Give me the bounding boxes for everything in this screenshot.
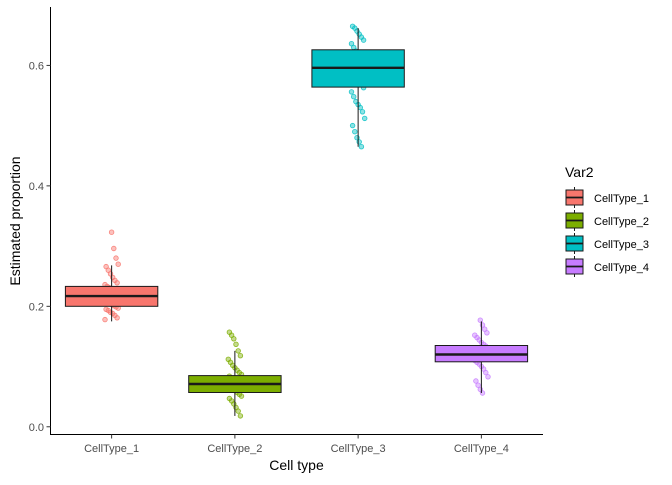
data-point xyxy=(352,128,358,135)
legend-key-CellType_4 xyxy=(565,256,584,277)
legend-title: Var2 xyxy=(565,164,594,180)
data-point xyxy=(477,317,483,323)
data-point xyxy=(237,413,244,419)
data-point xyxy=(348,41,355,47)
legend-label: CellType_4 xyxy=(594,262,649,274)
data-point xyxy=(358,143,365,150)
data-point xyxy=(226,395,233,402)
x-tick-label: CellType_4 xyxy=(454,443,509,455)
y-tick-label: 0.6 xyxy=(29,60,44,72)
data-point xyxy=(115,261,121,267)
x-ticks-layer: CellType_1 CellType_2 CellType_3 CellType_4 xyxy=(84,434,509,455)
y-ticks-layer: 0.0 0.2 0.4 0.6 xyxy=(29,60,51,434)
legend-key-CellType_3 xyxy=(565,233,584,254)
jitter-points-layer xyxy=(102,23,491,419)
data-point xyxy=(353,98,359,105)
data-point xyxy=(111,245,117,252)
data-point xyxy=(472,332,478,338)
legend: Var2 CellType_1 CellType_2 CellType_3 CellT… xyxy=(565,164,649,277)
axes-layer xyxy=(50,7,543,435)
data-point xyxy=(226,329,233,335)
legend-label: CellType_3 xyxy=(594,239,649,251)
data-point xyxy=(103,306,109,312)
data-point xyxy=(113,255,119,261)
boxes-layer xyxy=(64,28,529,416)
x-axis-title: Cell type xyxy=(269,457,324,473)
data-point xyxy=(485,374,491,380)
legend-label: CellType_1 xyxy=(594,193,649,205)
y-axis-title: Estimated proportion xyxy=(7,156,23,285)
data-point xyxy=(362,115,368,122)
data-point xyxy=(102,316,108,323)
data-point xyxy=(349,23,356,29)
data-point xyxy=(237,353,244,359)
y-tick-label: 0.4 xyxy=(29,181,44,193)
data-point xyxy=(235,348,241,354)
x-tick-label: CellType_3 xyxy=(331,443,386,455)
data-point xyxy=(475,382,481,388)
data-point xyxy=(108,229,115,235)
legend-key-CellType_2 xyxy=(565,210,584,231)
data-point xyxy=(103,263,109,270)
data-point xyxy=(225,356,231,362)
data-point xyxy=(473,378,479,384)
legend-label: CellType_2 xyxy=(594,216,649,228)
data-point xyxy=(233,341,239,347)
y-tick-label: 0.0 xyxy=(29,422,44,434)
legend-key-CellType_1 xyxy=(565,187,584,208)
data-point xyxy=(348,89,355,95)
y-tick-label: 0.2 xyxy=(29,301,44,313)
data-point xyxy=(359,109,366,115)
x-tick-label: CellType_2 xyxy=(207,443,262,455)
data-point xyxy=(351,93,357,100)
x-tick-label: CellType_1 xyxy=(84,443,139,455)
data-point xyxy=(349,122,356,129)
data-point xyxy=(482,326,488,332)
